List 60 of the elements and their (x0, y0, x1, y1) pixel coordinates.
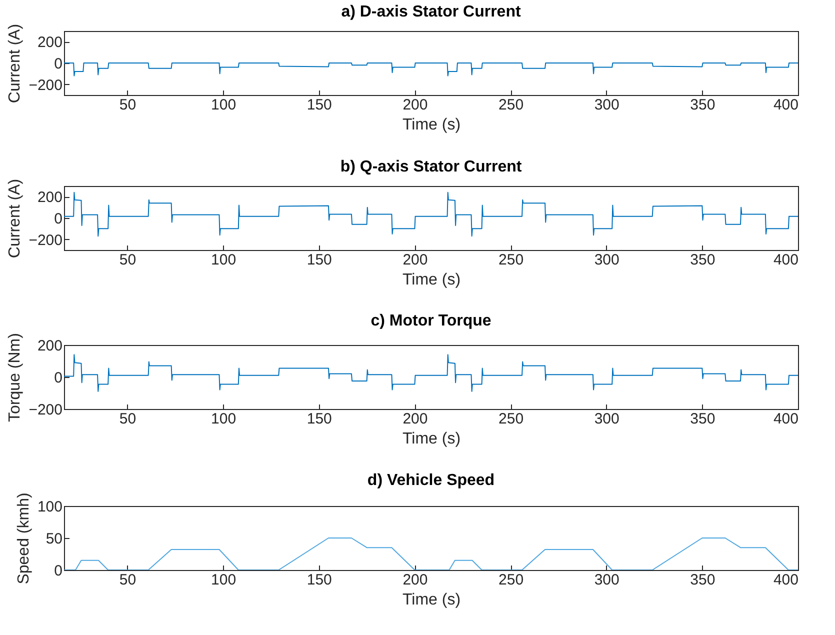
y-tick-label: 0 (54, 56, 62, 72)
x-tick-label: 300 (594, 410, 620, 428)
x-tick-label: 50 (119, 252, 136, 268)
x-tick-label: 400 (773, 572, 798, 588)
x-tick-label: 250 (498, 572, 524, 588)
x-tick-label: 150 (306, 410, 332, 428)
x-tick-label: 200 (402, 252, 428, 268)
x-tick-label: 350 (690, 572, 716, 588)
x-tick-label: 200 (402, 410, 428, 428)
x-tick-label: 150 (306, 252, 332, 268)
x-tick-label: 200 (402, 96, 428, 114)
x-tick-label: 100 (211, 252, 236, 268)
x-tick-label: 150 (306, 572, 332, 588)
x-tick-label: 250 (498, 252, 524, 268)
line-series (64, 354, 798, 392)
x-tick-label: 350 (690, 96, 716, 114)
chart-title: a) D-axis Stator Current (341, 3, 522, 20)
y-axis-title: Torque (Nm) (6, 333, 24, 422)
x-tick-label: 300 (594, 252, 620, 268)
x-axis-title: Time (s) (402, 430, 461, 448)
x-axis-title: Time (s) (402, 592, 461, 608)
x-axis-title: Time (s) (402, 272, 461, 288)
y-tick-label: 200 (37, 34, 62, 52)
x-tick-label: 300 (594, 572, 620, 588)
x-tick-label: 400 (773, 252, 798, 268)
x-tick-label: 100 (211, 572, 236, 588)
x-tick-label: 400 (773, 96, 798, 114)
line-series (64, 192, 798, 237)
x-tick-label: 250 (498, 96, 524, 114)
y-tick-label: 100 (37, 498, 62, 516)
x-tick-label: 100 (211, 96, 236, 114)
y-tick-label: 200 (37, 189, 62, 206)
x-tick-label: 350 (690, 252, 716, 268)
y-axis-title: Current (A) (6, 24, 24, 104)
x-tick-label: 100 (211, 410, 236, 428)
y-axis-title: Speed (kmh) (15, 492, 32, 584)
y-tick-label: 0 (54, 562, 62, 580)
chart-title: c) Motor Torque (370, 312, 492, 330)
y-axis-title: Current (A) (6, 178, 24, 258)
y-tick-label: 50 (46, 530, 62, 548)
line-series (64, 538, 798, 570)
x-tick-label: 50 (119, 410, 136, 428)
x-tick-label: 50 (119, 96, 136, 114)
x-tick-label: 150 (306, 96, 332, 114)
chart-title: b) Q-axis Stator Current (340, 158, 522, 176)
y-tick-label: 0 (54, 370, 62, 386)
x-tick-label: 250 (498, 410, 524, 428)
x-tick-label: 300 (594, 96, 620, 114)
y-tick-label: 0 (54, 210, 62, 228)
x-axis-title: Time (s) (402, 116, 461, 134)
x-tick-label: 50 (119, 572, 136, 588)
y-tick-label: −200 (28, 76, 62, 94)
x-tick-label: 350 (690, 410, 716, 428)
chart-title: d) Vehicle Speed (367, 472, 495, 490)
y-tick-label: −200 (28, 402, 62, 418)
x-tick-label: 200 (402, 572, 428, 588)
y-tick-label: −200 (28, 232, 62, 249)
line-series (64, 62, 798, 76)
x-tick-label: 400 (773, 410, 798, 428)
y-tick-label: 200 (37, 338, 62, 354)
